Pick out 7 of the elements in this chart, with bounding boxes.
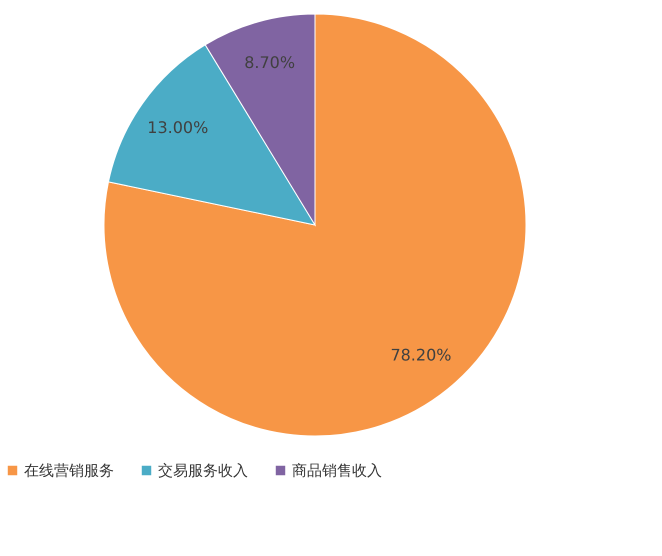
legend-label: 商品销售收入 [292,462,382,480]
legend-label: 交易服务收入 [158,462,248,480]
data-label: 8.70% [244,53,296,72]
data-label: 78.20% [390,345,452,364]
legend-label: 在线营销服务 [24,462,114,480]
data-label: 13.00% [147,118,208,138]
pie-slice [104,14,526,436]
